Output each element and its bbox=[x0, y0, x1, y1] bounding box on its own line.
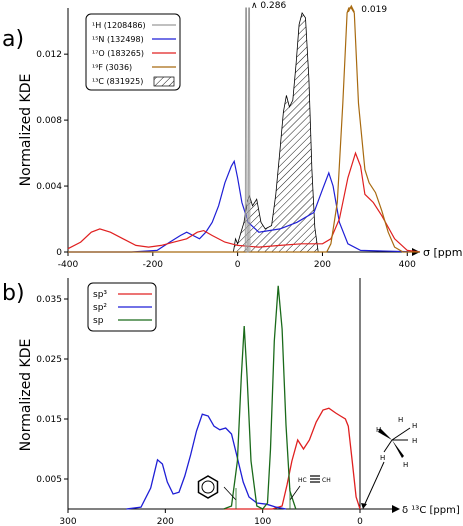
acetylene-structure: HC CH bbox=[289, 475, 331, 509]
y-tick-label-a: 0.008 bbox=[36, 116, 62, 126]
x-axis-arrow-b bbox=[392, 505, 400, 513]
methane-wedge-bond bbox=[378, 428, 392, 440]
series-line-2 bbox=[67, 151, 421, 253]
series-line-0 bbox=[244, 7, 251, 253]
annotation-f-peak: 0.019 bbox=[361, 5, 387, 15]
legend-label-a-4: ¹³C (831925) bbox=[92, 77, 143, 86]
benzene-ring-icon bbox=[197, 475, 219, 499]
methane-h-label: H bbox=[412, 422, 417, 430]
x-tick-label-a: -400 bbox=[58, 260, 79, 270]
y-axis-label-a: Normalized KDE bbox=[18, 74, 34, 187]
legend-b: sp³ sp² sp bbox=[87, 282, 157, 332]
benzene-pointer bbox=[223, 486, 237, 501]
legend-label-a-3: ¹⁹F (3036) bbox=[92, 63, 132, 72]
benzene-structure bbox=[197, 475, 237, 509]
methane-bond bbox=[383, 439, 393, 453]
methane-h-label: H bbox=[412, 437, 417, 445]
methane-arrowhead bbox=[361, 503, 367, 509]
acetylene-hc-label: HC bbox=[298, 477, 307, 484]
x-tick-label-a: 0 bbox=[235, 260, 241, 270]
methane-h-label: H bbox=[380, 454, 385, 462]
x-tick-label-b: 0 bbox=[357, 517, 363, 526]
legend-label-b-1: sp² bbox=[93, 303, 107, 313]
x-tick-label-b: 300 bbox=[59, 517, 76, 526]
x-tick-label-b: 200 bbox=[157, 517, 174, 526]
panel-b: b) Normalized KDE δ ¹³C [ppm] 300 200 100 0 0.0… bbox=[2, 278, 460, 526]
legend-a: ¹H (1208486) ¹⁵N (132498) ¹⁷O (183265) ¹⁹F … bbox=[85, 13, 181, 91]
methane-bond bbox=[391, 427, 411, 441]
legend-box-a bbox=[85, 13, 181, 91]
annotation-f-arrow bbox=[347, 4, 355, 13]
methane-h-label: H bbox=[376, 426, 381, 434]
x-tick-label-a: -200 bbox=[143, 260, 164, 270]
acetylene-pointer bbox=[289, 485, 301, 501]
legend-label-a-2: ¹⁷O (183265) bbox=[92, 49, 144, 58]
legend-label-a-0: ¹H (1208486) bbox=[92, 21, 146, 30]
series-line-b-2 bbox=[223, 285, 297, 510]
panel-label-a: a) bbox=[2, 27, 24, 52]
acetylene-ch-label: CH bbox=[322, 477, 331, 484]
methane-h-label: H bbox=[403, 461, 408, 469]
legend-label-b-2: sp bbox=[93, 316, 104, 326]
x-axis-label-a: σ [ppm] bbox=[423, 246, 463, 259]
y-tick-label-b: 0.025 bbox=[36, 355, 62, 365]
series-line-b-0 bbox=[223, 407, 361, 510]
x-tick-label-a: 200 bbox=[314, 260, 331, 270]
x-axis-label-b: δ ¹³C [ppm] bbox=[402, 505, 460, 516]
panel-label-b: b) bbox=[2, 281, 25, 306]
y-tick-label-a: 0.004 bbox=[36, 182, 62, 192]
series-line-3 bbox=[68, 7, 420, 253]
annotation-h-peak: ∧ 0.286 bbox=[251, 1, 286, 11]
y-tick-label-a: 0 bbox=[56, 248, 62, 258]
x-tick-label-a: 400 bbox=[399, 260, 416, 270]
methane-pointer bbox=[363, 461, 385, 507]
y-tick-label-a: 0.012 bbox=[36, 50, 62, 60]
legend-label-b-0: sp³ bbox=[93, 290, 107, 300]
legend-swatch-a-4 bbox=[153, 76, 175, 87]
y-tick-label-b: 0.005 bbox=[36, 475, 62, 485]
methane-h-label: H bbox=[398, 416, 403, 424]
benzene-aromatic-circle bbox=[201, 480, 215, 494]
y-axis-label-b: Normalized KDE bbox=[18, 339, 34, 452]
y-tick-label-b: 0.035 bbox=[36, 295, 62, 305]
series-line-1 bbox=[68, 159, 421, 253]
series-line-b-1 bbox=[126, 413, 287, 510]
panel-a: a) Normalized KDE σ [ppm] -400 -200 0 200 400 0 0… bbox=[2, 1, 463, 270]
x-tick-label-b: 100 bbox=[254, 517, 271, 526]
y-tick-label-b: 0.015 bbox=[36, 415, 62, 425]
legend-label-a-1: ¹⁵N (132498) bbox=[92, 35, 144, 44]
methane-wedge-bond bbox=[392, 440, 404, 458]
